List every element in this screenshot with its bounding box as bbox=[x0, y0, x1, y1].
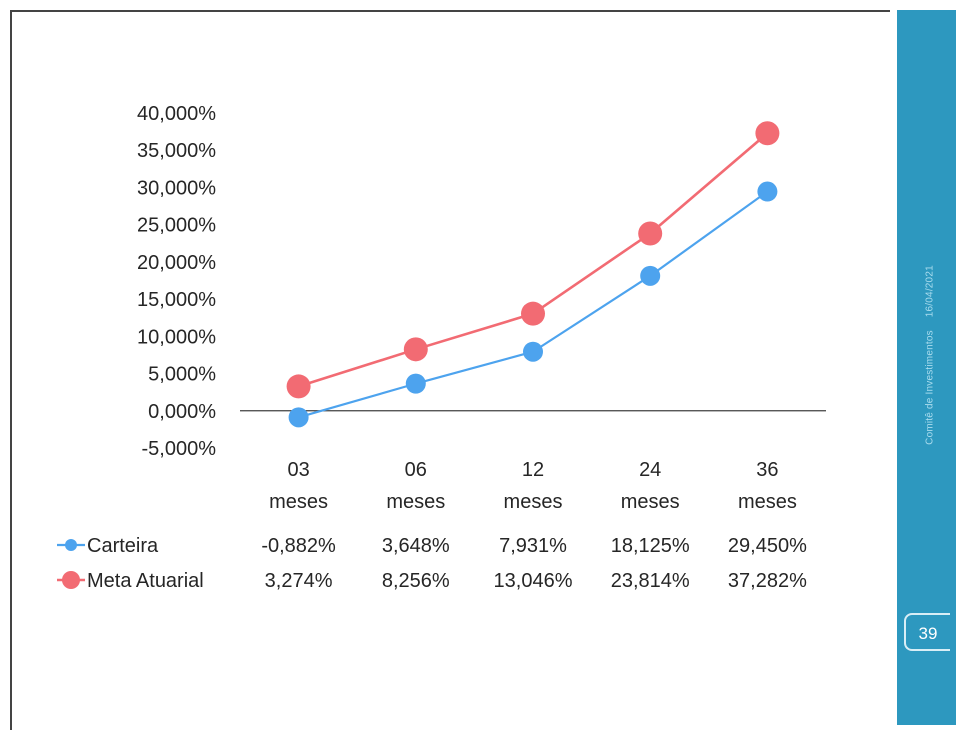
data-table-cell: 8,256% bbox=[382, 570, 450, 592]
data-table-cell: 3,274% bbox=[265, 570, 333, 592]
x-category-label: meses bbox=[386, 491, 445, 513]
series-lines bbox=[298, 132, 769, 419]
data-point-meta-atuarial bbox=[638, 221, 663, 246]
data-point-carteira bbox=[640, 265, 661, 286]
data-table-cell: -0,882% bbox=[261, 535, 336, 557]
legend-label: Meta Atuarial bbox=[87, 570, 204, 592]
y-axis-tick-labels: 40,000% 35,000% 30,000% 25,000% 20,000% 15,00… bbox=[137, 103, 216, 460]
y-tick-label: 15,000% bbox=[137, 289, 216, 311]
y-tick-label: 5,000% bbox=[148, 364, 216, 386]
data-point-carteira bbox=[757, 181, 778, 202]
y-tick-label: -5,000% bbox=[142, 438, 217, 460]
y-tick-label: 40,000% bbox=[137, 103, 216, 125]
y-tick-label: 25,000% bbox=[137, 215, 216, 237]
data-table-cell: 23,814% bbox=[611, 570, 690, 592]
y-tick-label: 10,000% bbox=[137, 326, 216, 348]
y-tick-label: 35,000% bbox=[137, 140, 216, 162]
x-category-label: 12 bbox=[522, 459, 544, 481]
x-category-label: meses bbox=[269, 491, 328, 513]
data-table-cell: 3,648% bbox=[382, 535, 450, 557]
x-category-label: 36 bbox=[756, 459, 778, 481]
data-point-carteira bbox=[405, 373, 426, 394]
x-category-label: 06 bbox=[405, 459, 427, 481]
sidebar-caption: Comitê de Investimentos 16/04/2021 bbox=[925, 265, 936, 455]
x-category-label: 03 bbox=[287, 459, 309, 481]
data-table-cell: 7,931% bbox=[499, 535, 567, 557]
data-point-meta-atuarial bbox=[755, 121, 780, 146]
data-table-cell: 18,125% bbox=[611, 535, 690, 557]
page-number: 39 bbox=[904, 613, 950, 651]
y-tick-label: 0,000% bbox=[148, 401, 216, 423]
data-point-carteira bbox=[288, 407, 309, 428]
slide-frame bbox=[10, 10, 890, 730]
series-points bbox=[286, 121, 780, 428]
legend-label: Carteira bbox=[87, 535, 159, 557]
data-table-cell: 13,046% bbox=[494, 570, 573, 592]
sidebar-band bbox=[897, 10, 956, 725]
x-category-label: meses bbox=[738, 491, 797, 513]
x-category-label: meses bbox=[621, 491, 680, 513]
legend-marker bbox=[65, 539, 77, 551]
data-table-cell: 29,450% bbox=[728, 535, 807, 557]
x-category-label: meses bbox=[504, 491, 563, 513]
sidebar-date: 16/04/2021 bbox=[924, 265, 936, 318]
y-tick-label: 30,000% bbox=[137, 177, 216, 199]
data-table-cell: 37,282% bbox=[728, 570, 807, 592]
x-category-label: 24 bbox=[639, 459, 661, 481]
data-point-meta-atuarial bbox=[521, 301, 545, 326]
data-table: 03 meses 06 meses 12 meses 24 meses 36 meses Carte… bbox=[57, 459, 807, 592]
data-point-meta-atuarial bbox=[403, 337, 428, 362]
sidebar-title: Comitê de Investimentos bbox=[924, 330, 936, 445]
data-point-carteira bbox=[523, 341, 543, 362]
data-point-meta-atuarial bbox=[286, 374, 311, 399]
y-tick-label: 20,000% bbox=[137, 252, 216, 274]
legend-marker bbox=[62, 571, 80, 589]
line-chart: 40,000% 35,000% 30,000% 25,000% 20,000% 15,00… bbox=[57, 103, 826, 592]
